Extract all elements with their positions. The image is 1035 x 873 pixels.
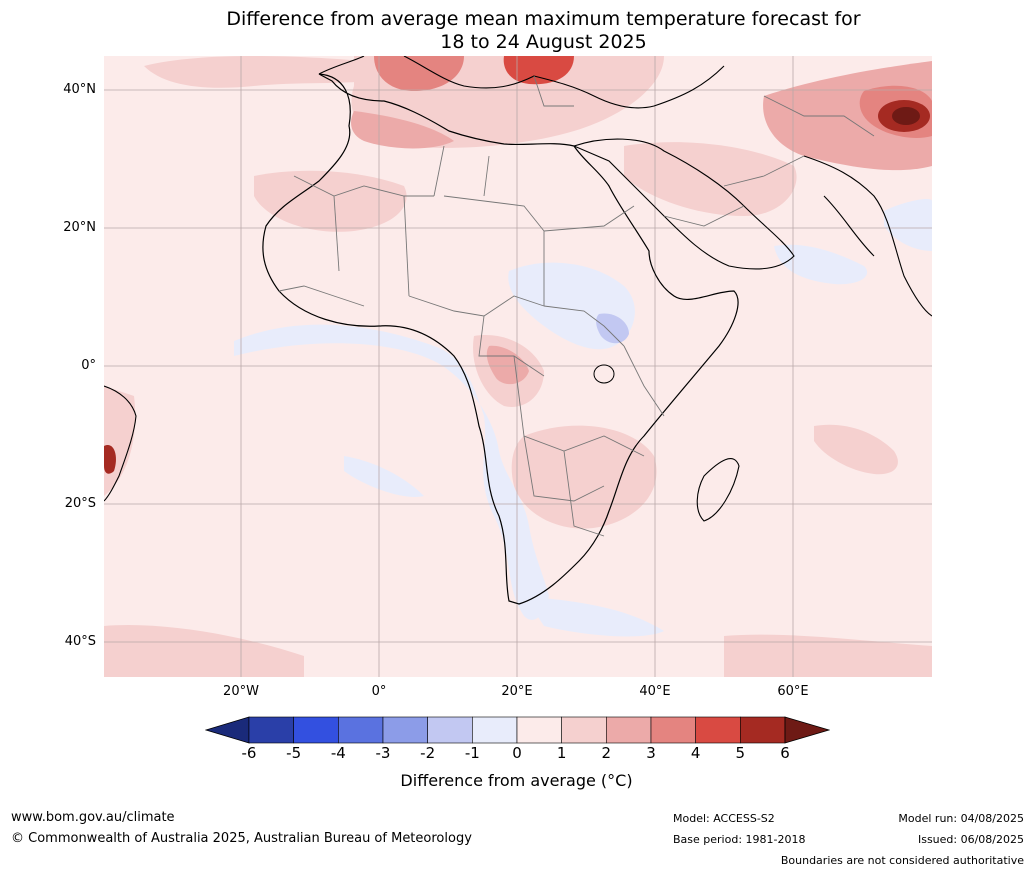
colorbar-tick-label: 1 — [556, 744, 567, 762]
warm-anomaly-southern-africa — [511, 425, 657, 529]
colorbar-swatch — [248, 716, 294, 744]
lat-label-20n: 20°N — [63, 220, 96, 235]
footer-base-period: Base period: 1981-2018 — [673, 833, 806, 846]
warm-anomaly-congo-core — [486, 345, 529, 385]
arabia-coastline — [572, 138, 795, 270]
footer-model: Model: ACCESS-S2 — [673, 812, 775, 825]
colorbar-tick-label: 3 — [646, 744, 656, 762]
warm-anomaly-south-west — [104, 625, 304, 677]
lon-label-40e: 40°E — [639, 684, 671, 699]
map-canvas — [104, 56, 932, 677]
colorbar-tick-label: -6 — [241, 744, 257, 762]
colorbar-tick-label: 2 — [601, 744, 612, 762]
warm-anomaly-arabia — [624, 142, 797, 216]
forecast-map — [104, 56, 932, 677]
warm-anomaly-northatlantic — [144, 56, 404, 88]
cool-anomaly-southern-ocean — [524, 596, 664, 637]
lat-label-20s: 20°S — [64, 496, 96, 511]
colorbar-tick-label: 0 — [512, 744, 522, 762]
colorbar-swatch — [650, 716, 696, 744]
lon-label-20e: 20°E — [501, 684, 533, 699]
warm-anomaly-iberia — [374, 56, 464, 91]
colorbar-swatch — [516, 716, 562, 744]
warm-anomaly-north-africa — [351, 111, 454, 149]
lon-label-20w: 20°W — [223, 684, 259, 699]
colorbar-swatch — [427, 716, 473, 744]
warm-anomaly-indian-ocean — [814, 424, 898, 475]
warm-anomaly-south-east — [724, 634, 932, 677]
colorbar-tick-label: -1 — [464, 744, 480, 762]
lat-label-40n: 40°N — [63, 82, 96, 97]
footer-model-run: Model run: 04/08/2025 — [898, 812, 1024, 825]
colorbar-swatch — [695, 716, 741, 744]
warm-anomaly-peak-core — [892, 107, 920, 125]
colorbar-tick-label: 6 — [780, 744, 790, 762]
africa-coastline — [262, 73, 739, 605]
colorbar-swatch — [338, 716, 384, 744]
colorbar-tick-label: -4 — [330, 744, 346, 762]
colorbar-tick-label: -5 — [286, 744, 302, 762]
warm-anomaly-brazil-core — [104, 445, 116, 474]
colorbar — [205, 716, 830, 744]
europe-coastline — [318, 56, 725, 109]
colorbar-swatch — [606, 716, 652, 744]
colorbar-extend-high — [784, 716, 830, 744]
colorbar-swatch — [293, 716, 339, 744]
colorbar-tick-label: 4 — [690, 744, 701, 762]
map-title: Difference from average mean maximum tem… — [0, 8, 1035, 54]
colorbar-swatch — [561, 716, 607, 744]
cool-anomaly-southatlantic — [344, 456, 424, 497]
lake-victoria — [593, 364, 615, 384]
colorbar-title: Difference from average (°C) — [400, 771, 633, 790]
colorbar-tick-label: -2 — [420, 744, 436, 762]
madagascar-coastline — [696, 458, 740, 522]
lon-label-60e: 60°E — [777, 684, 809, 699]
warm-anomaly-balkans — [503, 56, 574, 85]
south-america-coastline — [104, 385, 137, 502]
lat-label-40s: 40°S — [64, 634, 96, 649]
footer-url: www.bom.gov.au/climate — [11, 810, 175, 825]
cool-anomaly-core — [596, 313, 629, 344]
colorbar-swatch — [472, 716, 518, 744]
graticule — [104, 56, 932, 677]
colorbar-swatch — [382, 716, 428, 744]
cool-anomaly-bay-bengal — [884, 199, 932, 251]
india-coastline — [803, 155, 932, 317]
footer-disclaimer: Boundaries are not considered authoritat… — [780, 854, 1024, 867]
colorbar-extend-low — [205, 716, 250, 744]
country-borders — [278, 75, 875, 537]
footer-issued: Issued: 06/08/2025 — [917, 833, 1024, 846]
cool-anomaly-arabian-sea — [774, 244, 868, 285]
warm-anomaly-sahara — [254, 170, 407, 232]
footer-copyright: © Commonwealth of Australia 2025, Austra… — [11, 831, 472, 846]
lon-label-0: 0° — [371, 684, 387, 699]
lat-label-0: 0° — [81, 358, 96, 373]
title-line-2: 18 to 24 August 2025 — [440, 31, 647, 53]
cool-anomaly-atlantic — [234, 324, 549, 620]
colorbar-tick-label: 5 — [735, 744, 746, 762]
colorbar-tick-label: -3 — [375, 744, 391, 762]
title-line-1: Difference from average mean maximum tem… — [226, 8, 861, 30]
colorbar-swatch — [740, 716, 786, 744]
